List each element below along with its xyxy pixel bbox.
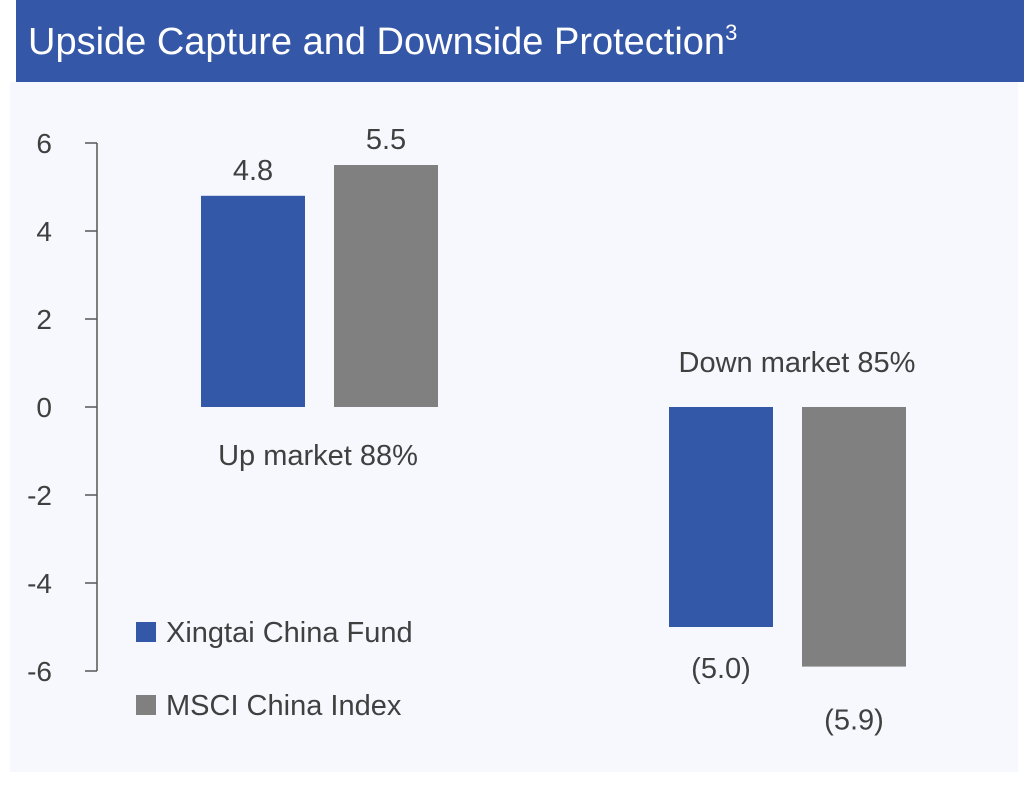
data-label: 4.8 [233, 155, 273, 187]
y-tick-label: 4 [36, 216, 52, 247]
data-label: (5.0) [691, 653, 751, 685]
category-label: Down market 85% [679, 347, 916, 379]
y-tick-label: -6 [27, 656, 52, 687]
y-tick-label: 2 [36, 304, 52, 335]
title-bar: Upside Capture and Downside Protection3 [16, 0, 1024, 82]
legend-swatch [136, 695, 156, 715]
bar [802, 407, 906, 667]
y-tick-label: -2 [27, 480, 52, 511]
legend-label: MSCI China Index [166, 690, 402, 722]
y-tick-label: 6 [36, 128, 52, 159]
bar [334, 165, 438, 407]
category-label: Up market 88% [218, 440, 418, 472]
bar [201, 195, 305, 407]
data-label: 5.5 [366, 124, 406, 156]
chart-title: Upside Capture and Downside Protection3 [28, 20, 738, 63]
legend-label: Xingtai China Fund [166, 617, 413, 649]
y-tick-label: 0 [36, 392, 52, 423]
y-tick-label: -4 [27, 568, 52, 599]
legend-swatch [136, 622, 156, 642]
bar [669, 407, 773, 627]
data-label: (5.9) [824, 705, 884, 737]
footnote-marker: 3 [725, 20, 738, 45]
